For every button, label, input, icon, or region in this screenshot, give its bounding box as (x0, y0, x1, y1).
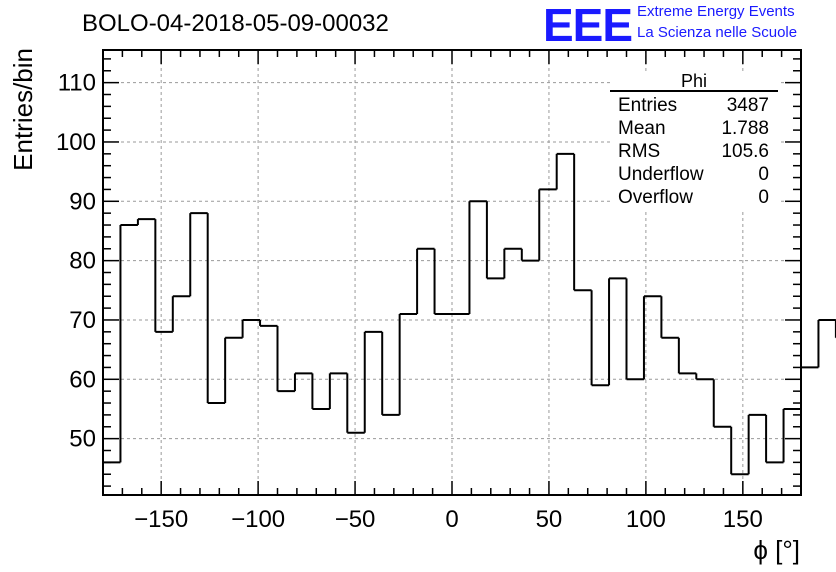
stats-row-value: 1.788 (721, 118, 769, 139)
x-tick-label: 50 (536, 506, 563, 533)
stats-row-value: 105.6 (721, 141, 769, 162)
x-tick-label: 0 (445, 506, 458, 533)
y-tick-label: 110 (58, 70, 96, 97)
logo-line-1: Extreme Energy Events (637, 3, 795, 20)
x-tick-label: 150 (723, 506, 763, 533)
stats-row-label: RMS (618, 141, 660, 162)
stats-row-label: Mean (618, 118, 666, 139)
x-tick-label: 100 (626, 506, 666, 533)
y-axis-label: Entries/bin (8, 48, 38, 171)
x-tick-label: −50 (335, 506, 376, 533)
stats-box-title: Phi (681, 71, 707, 91)
x-tick-label: −100 (231, 506, 285, 533)
stats-row-value: 3487 (727, 95, 769, 116)
stats-row-label: Underflow (618, 164, 704, 185)
chart-title: BOLO-04-2018-05-09-00032 (82, 10, 389, 37)
y-tick-label: 60 (69, 366, 96, 393)
y-tick-label: 100 (56, 129, 96, 156)
stats-row-label: Overflow (618, 187, 693, 208)
y-tick-label: 90 (69, 188, 96, 215)
stats-box-background (610, 72, 778, 210)
logo-line-2: La Scienza nelle Scuole (637, 24, 798, 41)
x-axis-label: ϕ [°] (753, 535, 800, 565)
eee-logo: EEE (543, 0, 633, 51)
stats-row-value: 0 (758, 187, 769, 208)
axes: −150 −100 −50 0 50 100 150 50 60 70 80 90 100 110 ϕ [°… (8, 48, 802, 565)
y-tick-label: 50 (69, 426, 96, 453)
stats-row-value: 0 (758, 164, 769, 185)
grid (103, 50, 801, 495)
stats-row-label: Entries (618, 95, 677, 116)
x-tick-label: −150 (134, 506, 188, 533)
y-tick-label: 70 (69, 307, 96, 334)
y-tick-label: 80 (69, 248, 96, 275)
